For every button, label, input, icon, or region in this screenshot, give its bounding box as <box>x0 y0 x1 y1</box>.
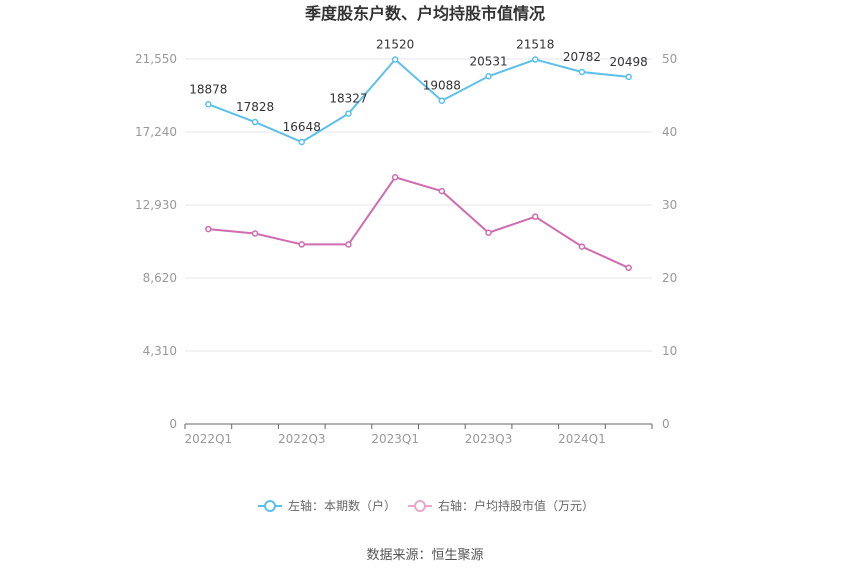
right-axis-tick-label: 40 <box>662 125 677 139</box>
data-label: 20531 <box>469 54 507 68</box>
x-axis-tick-label: 2022Q3 <box>278 432 326 446</box>
left-axis-tick-label: 12,930 <box>135 198 177 212</box>
series-line-1 <box>208 176 630 269</box>
series-0-point[interactable] <box>345 110 352 117</box>
legend-item-households[interactable]: 左轴：本期数（户） <box>258 498 396 513</box>
data-label: 20782 <box>563 50 601 64</box>
data-label: 21520 <box>376 38 414 52</box>
legend-avg-value-label: 右轴：户均持股市值（万元） <box>438 498 594 513</box>
right-axis-tick-label: 50 <box>662 52 677 66</box>
right-axis-tick-label: 10 <box>662 344 677 358</box>
chart-title: 季度股东户数、户均持股市值情况 <box>304 4 545 23</box>
series-1-point[interactable] <box>625 264 632 272</box>
legend-households-marker <box>264 500 276 512</box>
series-line-0 <box>207 58 629 144</box>
right-axis-tick-label: 30 <box>662 198 677 212</box>
series-0-point[interactable] <box>578 68 586 76</box>
left-axis-tick-label: 21,550 <box>135 52 177 66</box>
left-axis-tick-label: 4,310 <box>143 344 177 358</box>
series-0-point[interactable] <box>485 73 492 80</box>
legend-item-avg-value[interactable]: 右轴：户均持股市值（万元） <box>408 498 594 513</box>
data-source: 数据来源：恒生聚源 <box>366 548 483 563</box>
series <box>205 56 632 272</box>
data-labels: 18878 17828 16648 18327 21520 19088 20531 21518… <box>189 38 647 135</box>
series-1-point[interactable] <box>532 213 539 220</box>
legend-avg-value-marker <box>414 500 426 512</box>
series-1-point[interactable] <box>205 225 212 233</box>
axes: 0 4,310 8,620 12,930 17,240 21,550 0 10 20 30 40 50… <box>135 52 677 446</box>
x-axis-tick-label: 2022Q1 <box>185 432 233 446</box>
series-0-point[interactable] <box>205 101 212 108</box>
data-label: 16648 <box>283 120 321 134</box>
grid <box>185 58 652 352</box>
x-axis-tick-label: 2023Q1 <box>371 432 419 446</box>
x-axis-tick-label: 2024Q1 <box>558 432 606 446</box>
legend-households-label: 左轴：本期数（户） <box>288 498 396 513</box>
series-1-point[interactable] <box>298 241 305 248</box>
series-0-point[interactable] <box>438 97 446 104</box>
series-0-point[interactable] <box>391 56 399 63</box>
series-1-point[interactable] <box>391 174 399 181</box>
left-axis-tick-label: 17,240 <box>135 125 177 139</box>
data-label: 21518 <box>516 38 554 52</box>
series-0-point[interactable] <box>251 118 259 126</box>
right-axis-tick-label: 0 <box>662 417 670 431</box>
left-axis-tick-label: 0 <box>169 417 177 431</box>
data-label: 19088 <box>423 79 461 93</box>
series-1-point[interactable] <box>251 230 259 237</box>
series-1-point[interactable] <box>345 241 352 248</box>
left-axis-tick-label: 8,620 <box>143 271 177 285</box>
series-1-point[interactable] <box>578 243 586 250</box>
series-0-point[interactable] <box>298 138 305 146</box>
series-1-point[interactable] <box>438 187 446 195</box>
x-axis-tick-label: 2023Q3 <box>465 432 513 446</box>
data-label: 18878 <box>189 82 227 96</box>
series-0-point[interactable] <box>532 56 539 63</box>
data-label: 18327 <box>329 92 367 106</box>
series-1-point[interactable] <box>485 229 492 236</box>
data-label: 17828 <box>236 100 274 114</box>
series-0-point[interactable] <box>625 73 632 81</box>
right-axis-tick-label: 20 <box>662 271 677 285</box>
data-label: 20498 <box>610 55 648 69</box>
legend: 左轴：本期数（户） 右轴：户均持股市值（万元） <box>258 498 594 513</box>
